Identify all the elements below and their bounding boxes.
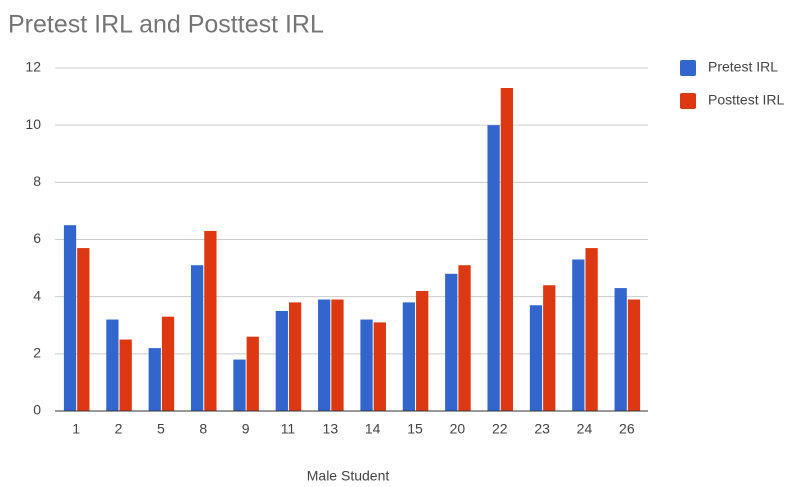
bar	[161, 316, 175, 411]
bar	[360, 319, 373, 411]
bar	[190, 265, 204, 411]
bar	[572, 259, 585, 411]
bar	[458, 265, 471, 411]
x-tick-label: 1	[72, 421, 80, 437]
x-tick-label: 5	[157, 421, 165, 437]
bar	[529, 305, 543, 411]
x-tick-label: 14	[365, 421, 381, 437]
bar	[373, 322, 386, 411]
bar	[275, 310, 288, 411]
y-tick-label: 10	[25, 116, 41, 132]
bar	[402, 302, 416, 411]
x-tick-label: 8	[199, 421, 207, 437]
bar	[204, 230, 217, 411]
x-tick-label: 9	[242, 421, 250, 437]
legend-swatch	[680, 93, 696, 109]
y-tick-label: 6	[33, 230, 41, 246]
bar	[233, 359, 246, 411]
bar	[119, 339, 132, 411]
bar	[627, 299, 641, 411]
x-tick-label: 26	[619, 421, 635, 437]
x-tick-label: 13	[323, 421, 339, 437]
bar	[500, 88, 514, 411]
bar	[487, 125, 500, 412]
legend-label: Posttest IRL	[708, 92, 784, 108]
y-tick-label: 8	[33, 173, 41, 189]
x-tick-label: 22	[492, 421, 508, 437]
legend-swatch	[680, 60, 696, 76]
x-tick-label: 15	[407, 421, 423, 437]
x-tick-label: 24	[577, 421, 593, 437]
y-tick-label: 0	[33, 402, 41, 418]
bar	[416, 290, 429, 411]
bar	[106, 319, 119, 411]
bar	[585, 248, 598, 411]
x-tick-label: 2	[115, 421, 123, 437]
bar	[318, 299, 331, 411]
chart-title: Pretest IRL and Posttest IRL	[8, 11, 324, 39]
y-tick-label: 12	[25, 59, 41, 75]
bar	[246, 336, 259, 411]
y-tick-label: 2	[33, 345, 41, 361]
bar	[148, 348, 161, 411]
bar	[63, 225, 77, 411]
bar	[288, 302, 302, 411]
x-tick-label: 20	[450, 421, 466, 437]
x-tick-label: 23	[534, 421, 550, 437]
x-axis-label: Male Student	[307, 468, 390, 484]
bar	[331, 299, 344, 411]
bar	[445, 273, 458, 411]
bar	[614, 288, 627, 411]
bar	[77, 248, 90, 411]
bar	[543, 285, 556, 411]
legend-label: Pretest IRL	[708, 59, 778, 75]
y-tick-label: 4	[33, 287, 41, 303]
x-tick-label: 11	[281, 421, 296, 437]
